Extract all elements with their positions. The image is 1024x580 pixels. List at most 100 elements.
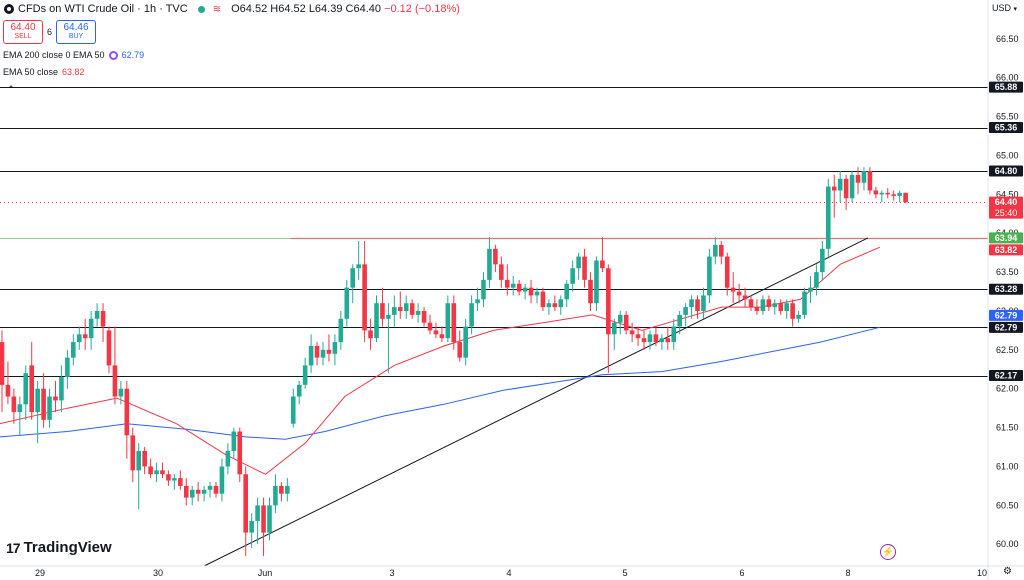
candle xyxy=(41,373,46,428)
candle xyxy=(576,252,581,280)
candle xyxy=(439,326,445,343)
level-price-tag-bg xyxy=(989,283,1023,295)
candle xyxy=(183,478,189,506)
price-tick-label: 64.50 xyxy=(996,189,1019,199)
candle-body xyxy=(314,345,320,358)
candle-body xyxy=(867,171,873,191)
trade-buttons: 64.40 SELL 6 64.46 BUY xyxy=(3,20,97,44)
candle xyxy=(766,295,772,311)
time-tick-label: 8 xyxy=(845,568,850,578)
candle xyxy=(504,264,510,296)
candle xyxy=(510,276,516,296)
candle xyxy=(332,334,338,366)
candle xyxy=(736,283,742,304)
currency-selector[interactable]: USD ▾ xyxy=(992,3,1017,13)
candle-body xyxy=(160,470,165,475)
candle-body xyxy=(671,326,677,343)
candle xyxy=(47,388,52,428)
candle xyxy=(784,299,789,319)
horizontal-levels xyxy=(0,87,988,377)
candle-body xyxy=(76,334,82,343)
candle xyxy=(718,241,724,265)
candle xyxy=(588,272,593,311)
market-status-icon[interactable] xyxy=(197,5,205,13)
candle-body xyxy=(463,326,468,358)
candle-body xyxy=(623,314,629,331)
collapse-indicators-button[interactable]: ⌃ xyxy=(7,84,15,94)
candle xyxy=(730,272,736,304)
buy-button[interactable]: 64.46 BUY xyxy=(56,20,97,44)
ema-layer xyxy=(0,246,880,475)
candle-body xyxy=(736,291,742,296)
candle xyxy=(380,287,385,327)
candle-body xyxy=(606,268,611,335)
ohlc-high: H64.52 xyxy=(270,3,306,15)
indicator-ema50[interactable]: EMA 50 close 63.82 xyxy=(3,67,85,77)
candle xyxy=(82,318,88,350)
candle-body xyxy=(504,279,510,288)
candle-body xyxy=(136,450,142,471)
sell-button[interactable]: 64.40 SELL xyxy=(3,20,43,44)
level-price-tag-bg xyxy=(989,321,1023,333)
candle xyxy=(469,295,474,335)
candle-body xyxy=(166,474,171,481)
spread-value: 6 xyxy=(47,27,53,37)
last-price-tag: 64.40 xyxy=(995,197,1018,207)
candle xyxy=(849,171,855,203)
candle-body xyxy=(748,299,754,308)
time-tick-label: 6 xyxy=(739,568,744,578)
candle-body xyxy=(742,295,748,300)
candle xyxy=(707,248,712,304)
level-price-tag-bg xyxy=(989,165,1023,177)
candle-body xyxy=(879,192,885,195)
candle-body xyxy=(178,478,183,486)
time-tick-label: 30 xyxy=(153,568,163,578)
candle-body xyxy=(724,256,730,288)
candle xyxy=(665,326,671,350)
candle-body xyxy=(540,291,546,308)
last-price-tag-countdown: 25:40 xyxy=(995,208,1018,218)
candle xyxy=(166,470,171,486)
candle-body xyxy=(558,299,564,308)
time-tick-label: Jun xyxy=(258,568,273,578)
candle xyxy=(855,167,861,195)
indicator-ema200[interactable]: EMA 200 close 0 EMA 50 62.79 xyxy=(3,50,144,60)
candle-body xyxy=(820,248,825,273)
candle xyxy=(207,482,213,498)
settings-icon[interactable]: ⚙ xyxy=(1003,566,1012,577)
candle-body xyxy=(409,303,415,315)
candle xyxy=(528,279,534,304)
candle xyxy=(540,287,546,311)
candles-layer xyxy=(0,167,908,556)
candle-body xyxy=(338,318,344,343)
candle-body xyxy=(368,330,373,339)
candle-body xyxy=(469,303,474,327)
candle xyxy=(427,314,433,335)
candle xyxy=(558,295,564,315)
ohlc-close: C64.40 xyxy=(345,3,382,15)
time-tick-label: 10 xyxy=(977,568,987,578)
candle-body xyxy=(528,287,534,296)
candle-body xyxy=(778,303,784,311)
price-tick-label: 65.50 xyxy=(996,112,1019,122)
candle xyxy=(130,427,136,483)
candle-body xyxy=(112,365,118,397)
candle-body xyxy=(183,485,189,498)
data-problem-icon[interactable]: ≋ xyxy=(212,3,222,15)
candle xyxy=(302,357,308,389)
sell-price: 64.40 xyxy=(10,22,36,33)
candle-body xyxy=(873,190,879,195)
tradingview-logo[interactable]: 17 TradingView xyxy=(6,539,112,556)
candle xyxy=(392,295,397,327)
symbol-info[interactable]: CFDs on WTI Crude Oil · 1h · TVC ≋ xyxy=(4,3,221,15)
candle xyxy=(742,287,748,308)
lightning-icon[interactable]: ⚡ xyxy=(880,544,896,560)
candle xyxy=(522,283,528,300)
candle-body xyxy=(118,388,124,397)
candle xyxy=(172,474,177,490)
chevron-down-icon: ▾ xyxy=(1013,6,1018,13)
candle-body xyxy=(279,485,284,494)
candle xyxy=(243,466,249,556)
candle xyxy=(231,427,237,459)
